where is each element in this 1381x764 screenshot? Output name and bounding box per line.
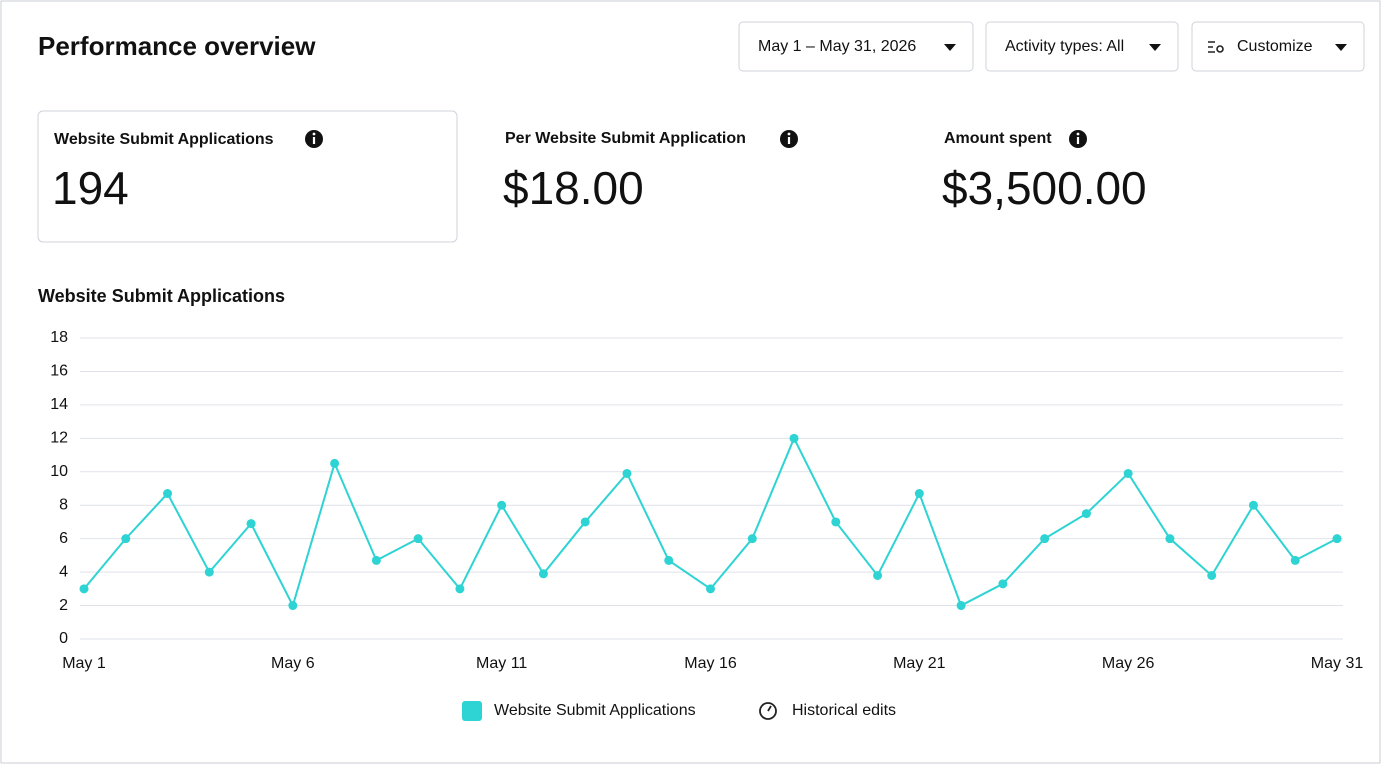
info-dot: [312, 132, 316, 136]
data-point: [998, 579, 1008, 589]
y-tick-label: 14: [50, 396, 68, 413]
filter-dropdown[interactable]: Customize: [1191, 21, 1365, 72]
data-point: [706, 584, 715, 594]
y-tick-label: 0: [59, 630, 68, 647]
y-tick-label: 10: [50, 463, 68, 480]
dropdown-label[interactable]: Customize: [1237, 38, 1313, 55]
dropdown-label[interactable]: May 1 – May 31, 2026: [758, 38, 916, 55]
y-tick-label: 12: [50, 430, 68, 447]
history-needle: [767, 705, 772, 712]
data-point: [204, 567, 214, 577]
filter-dropdown[interactable]: Activity types: All: [985, 21, 1179, 72]
dropdown-caret: [1335, 44, 1347, 51]
y-tick-label: 6: [59, 530, 68, 547]
metric-label: Per Website Submit Application: [505, 130, 746, 147]
metric-label: Website Submit Applications: [54, 131, 274, 148]
customize-icon: [1208, 41, 1215, 53]
metric-value: $18.00: [503, 162, 644, 214]
data-point: [1081, 509, 1091, 519]
data-point: [538, 569, 548, 579]
y-tick-label: 2: [59, 597, 68, 614]
chart-title: Website Submit Applications: [38, 286, 285, 306]
data-point: [1207, 570, 1217, 580]
data-point: [1332, 534, 1342, 544]
data-point: [413, 534, 423, 544]
legend-label: Website Submit Applications: [494, 702, 696, 719]
data-point: [873, 570, 883, 580]
y-tick-label: 4: [59, 563, 68, 580]
page-title: Performance overview: [38, 31, 316, 61]
data-point: [163, 489, 173, 499]
x-tick-label: May 26: [1102, 655, 1155, 672]
data-point: [1290, 555, 1300, 565]
legend-label[interactable]: Historical edits: [792, 702, 896, 719]
metric-card: [37, 110, 458, 243]
dropdown-box[interactable]: [1191, 21, 1365, 72]
dropdown-caret: [944, 44, 956, 51]
gear-icon: [1216, 45, 1224, 53]
data-point: [246, 519, 256, 529]
data-point: [831, 517, 841, 527]
legend: Website Submit Applications Historical ed…: [462, 701, 896, 721]
data-point: [121, 534, 131, 544]
y-tick-label: 16: [50, 363, 68, 380]
legend-swatch: [462, 701, 482, 721]
data-point: [580, 517, 590, 527]
data-point: [956, 601, 966, 611]
data-point: [789, 433, 799, 443]
data-point: [747, 534, 757, 544]
data-point: [371, 555, 381, 565]
filter-dropdown[interactable]: May 1 – May 31, 2026: [738, 21, 974, 72]
metric-label: Amount spent: [944, 130, 1052, 147]
y-tick-label: 8: [59, 496, 68, 513]
data-point: [455, 584, 465, 594]
x-tick-label: May 16: [684, 655, 737, 672]
data-point: [914, 489, 924, 499]
y-tick-label: 18: [50, 329, 68, 346]
data-point: [497, 500, 507, 510]
dropdown-box[interactable]: [738, 21, 974, 72]
data-point: [664, 555, 674, 565]
data-point: [330, 458, 340, 468]
dropdown-caret: [1149, 44, 1161, 51]
data-point: [1123, 468, 1133, 478]
info-dot: [1076, 132, 1080, 136]
x-tick-label: May 31: [1311, 655, 1364, 672]
data-point: [1040, 534, 1050, 544]
x-tick-label: May 21: [893, 655, 946, 672]
historical-edits-toggle[interactable]: Historical edits: [759, 702, 896, 720]
dropdown-label[interactable]: Activity types: All: [1005, 38, 1124, 55]
data-point: [1248, 500, 1258, 510]
data-point: [1165, 534, 1175, 544]
metric-value: $3,500.00: [942, 162, 1147, 214]
info-dot: [787, 132, 791, 136]
dropdown-box[interactable]: [985, 21, 1179, 72]
history-icon: [759, 702, 777, 720]
metric-value: 194: [52, 162, 129, 214]
x-tick-label: May 6: [271, 655, 315, 672]
x-tick-label: May 11: [476, 655, 527, 672]
x-tick-label: May 1: [62, 655, 106, 672]
data-point: [622, 468, 632, 478]
data-point: [79, 584, 89, 594]
data-point: [288, 601, 298, 611]
